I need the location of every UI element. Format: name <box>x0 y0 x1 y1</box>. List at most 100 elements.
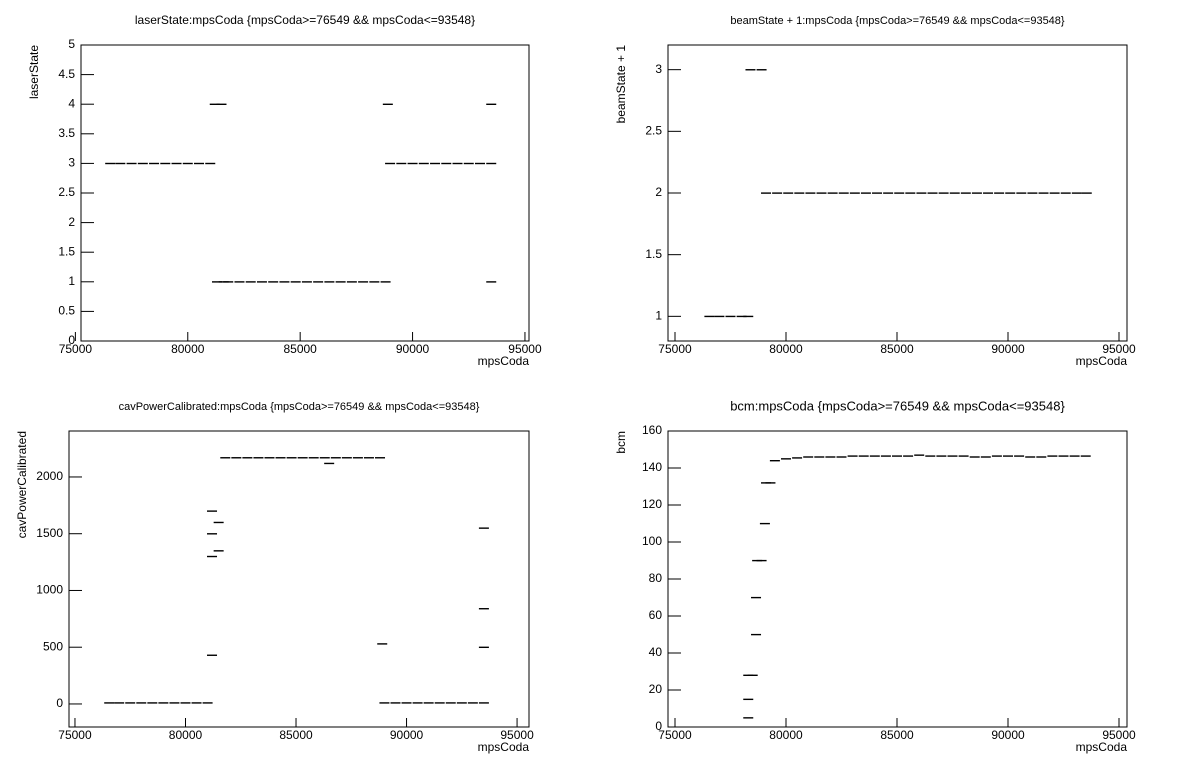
point <box>772 192 783 194</box>
point <box>234 281 245 283</box>
x-axis-label: mpsCoda <box>1076 740 1128 754</box>
point <box>769 460 780 462</box>
point <box>704 315 715 318</box>
point <box>211 281 222 283</box>
point <box>390 702 401 704</box>
y-tick-label: 2 <box>68 215 75 229</box>
point <box>1047 455 1058 457</box>
chart-title: laserState:mpsCoda {mpsCoda>=76549 && mp… <box>135 13 475 27</box>
point <box>971 192 982 194</box>
point <box>814 456 825 458</box>
point <box>191 702 202 704</box>
point <box>914 454 925 456</box>
point <box>115 162 126 165</box>
point <box>925 455 936 457</box>
point <box>756 69 767 71</box>
y-tick-label: 0.5 <box>58 304 75 318</box>
point <box>363 457 374 459</box>
point <box>207 533 218 535</box>
y-tick-label: 0 <box>655 719 662 733</box>
y-tick-label: 1 <box>655 309 662 323</box>
x-tick-label: 95000 <box>500 728 534 742</box>
point <box>736 315 747 318</box>
point <box>838 192 849 194</box>
point <box>253 457 264 459</box>
chart-title: beamState + 1:mpsCoda {mpsCoda>=76549 &&… <box>730 15 1065 27</box>
point <box>958 455 969 457</box>
point <box>346 281 357 283</box>
x-tick-label: 95000 <box>1102 728 1136 742</box>
y-tick-label: 160 <box>642 423 662 437</box>
point <box>396 162 407 165</box>
x-tick-label: 90000 <box>991 342 1025 356</box>
plot-frame <box>80 44 530 342</box>
x-tick-label: 90000 <box>991 728 1025 742</box>
point <box>379 702 390 704</box>
point <box>872 192 883 194</box>
point <box>960 192 971 194</box>
point <box>474 162 485 165</box>
point <box>803 456 814 458</box>
point <box>136 702 147 704</box>
x-tick-label: 85000 <box>279 728 313 742</box>
point <box>947 455 958 457</box>
x-tick-label: 95000 <box>1102 342 1136 356</box>
point <box>358 281 369 283</box>
point <box>745 69 756 71</box>
point <box>938 192 949 194</box>
point <box>407 162 418 165</box>
point <box>352 457 363 459</box>
point <box>385 162 396 165</box>
point <box>751 596 762 599</box>
point <box>242 457 253 459</box>
point <box>478 646 489 649</box>
x-axis-label: mpsCoda <box>478 740 530 754</box>
point <box>286 457 297 459</box>
point <box>213 521 224 524</box>
point <box>147 702 158 704</box>
chart-title: bcm:mpsCoda {mpsCoda>=76549 && mpsCoda<=… <box>730 398 1065 413</box>
y-tick-label: 120 <box>642 497 662 511</box>
point <box>478 608 489 610</box>
y-tick-label: 1.5 <box>58 244 75 258</box>
point <box>160 162 171 165</box>
point <box>892 455 903 457</box>
point <box>849 192 860 194</box>
x-tick-label: 85000 <box>880 342 914 356</box>
y-tick-label: 60 <box>649 608 663 622</box>
point <box>1080 455 1091 457</box>
point <box>1081 192 1092 194</box>
y-axis-label: cavPowerCalibrated <box>15 431 29 538</box>
point <box>452 162 463 165</box>
plot-frame <box>667 430 1128 728</box>
point <box>313 281 324 283</box>
point <box>751 633 762 636</box>
point <box>1014 455 1025 457</box>
point <box>1005 192 1016 194</box>
plot-frame <box>68 430 530 728</box>
y-tick-label: 140 <box>642 460 662 474</box>
point <box>268 281 279 283</box>
y-tick-label: 500 <box>43 639 63 653</box>
point <box>158 702 169 704</box>
point <box>169 702 180 704</box>
y-tick-label: 4.5 <box>58 67 75 81</box>
point <box>780 458 791 460</box>
point <box>1003 455 1014 457</box>
y-tick-label: 1 <box>68 274 75 288</box>
point <box>1025 456 1036 458</box>
point <box>743 717 754 719</box>
x-tick-label: 95000 <box>508 342 542 356</box>
x-tick-label: 75000 <box>59 342 93 356</box>
point <box>275 457 286 459</box>
x-axis-label: mpsCoda <box>478 354 530 368</box>
point <box>369 281 380 283</box>
y-tick-label: 2.5 <box>645 124 662 138</box>
y-tick-label: 0 <box>56 696 63 710</box>
point <box>213 550 224 552</box>
point <box>207 510 218 512</box>
point <box>401 702 412 704</box>
point <box>991 455 1002 457</box>
x-tick-label: 80000 <box>171 342 205 356</box>
